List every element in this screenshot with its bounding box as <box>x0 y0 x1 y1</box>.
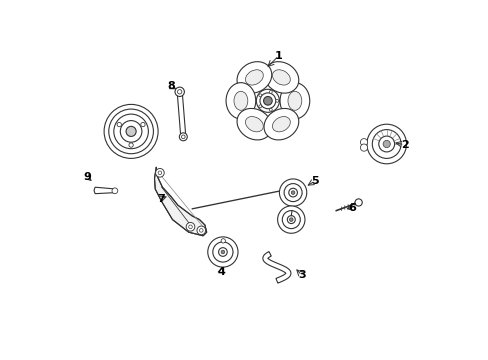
Circle shape <box>284 184 302 202</box>
Circle shape <box>378 136 394 152</box>
Circle shape <box>360 144 367 151</box>
Circle shape <box>289 218 292 221</box>
Text: 1: 1 <box>274 51 282 61</box>
Circle shape <box>181 135 185 139</box>
Circle shape <box>256 89 279 112</box>
Circle shape <box>382 140 389 148</box>
Text: 6: 6 <box>348 203 356 213</box>
Polygon shape <box>263 252 290 283</box>
Circle shape <box>117 122 121 127</box>
Ellipse shape <box>233 91 247 110</box>
Circle shape <box>366 124 406 164</box>
Ellipse shape <box>237 62 271 93</box>
Circle shape <box>188 225 192 229</box>
Circle shape <box>141 122 145 127</box>
Circle shape <box>129 143 133 147</box>
Circle shape <box>279 179 306 206</box>
Circle shape <box>114 114 148 149</box>
Text: 4: 4 <box>217 267 224 277</box>
Circle shape <box>258 105 261 108</box>
Circle shape <box>282 211 300 229</box>
Circle shape <box>197 226 205 235</box>
Ellipse shape <box>280 83 309 119</box>
Circle shape <box>221 239 225 243</box>
Circle shape <box>360 139 367 146</box>
Circle shape <box>207 237 238 267</box>
Ellipse shape <box>245 70 263 85</box>
Circle shape <box>371 130 400 158</box>
Text: 9: 9 <box>83 172 91 182</box>
Circle shape <box>287 216 295 224</box>
Ellipse shape <box>237 108 271 140</box>
Polygon shape <box>154 167 206 236</box>
Circle shape <box>260 93 275 109</box>
Circle shape <box>275 99 278 102</box>
Circle shape <box>291 191 294 194</box>
Ellipse shape <box>264 62 298 93</box>
Circle shape <box>263 96 272 105</box>
Circle shape <box>354 199 362 206</box>
Circle shape <box>126 126 136 136</box>
Circle shape <box>179 133 187 141</box>
Circle shape <box>199 229 203 232</box>
Polygon shape <box>94 187 117 194</box>
Ellipse shape <box>287 91 301 110</box>
Polygon shape <box>177 91 185 137</box>
Text: 5: 5 <box>311 176 319 186</box>
Circle shape <box>104 104 158 158</box>
Text: 2: 2 <box>400 140 408 150</box>
Circle shape <box>218 248 227 256</box>
Circle shape <box>155 168 164 177</box>
Circle shape <box>221 250 224 254</box>
Ellipse shape <box>272 70 290 85</box>
Circle shape <box>120 121 142 142</box>
Ellipse shape <box>245 117 263 132</box>
Circle shape <box>158 171 162 175</box>
Text: 7: 7 <box>157 194 164 204</box>
Text: 3: 3 <box>298 270 305 280</box>
Circle shape <box>175 87 184 96</box>
Circle shape <box>269 108 272 111</box>
Circle shape <box>212 242 232 262</box>
Circle shape <box>277 206 305 233</box>
Ellipse shape <box>225 83 255 119</box>
Circle shape <box>269 90 272 93</box>
Circle shape <box>288 188 297 197</box>
Ellipse shape <box>264 108 298 140</box>
Circle shape <box>258 94 261 97</box>
Circle shape <box>186 222 194 231</box>
Text: 8: 8 <box>167 81 175 91</box>
Circle shape <box>177 90 182 94</box>
Circle shape <box>108 109 153 154</box>
Circle shape <box>112 188 118 194</box>
Ellipse shape <box>272 117 290 132</box>
